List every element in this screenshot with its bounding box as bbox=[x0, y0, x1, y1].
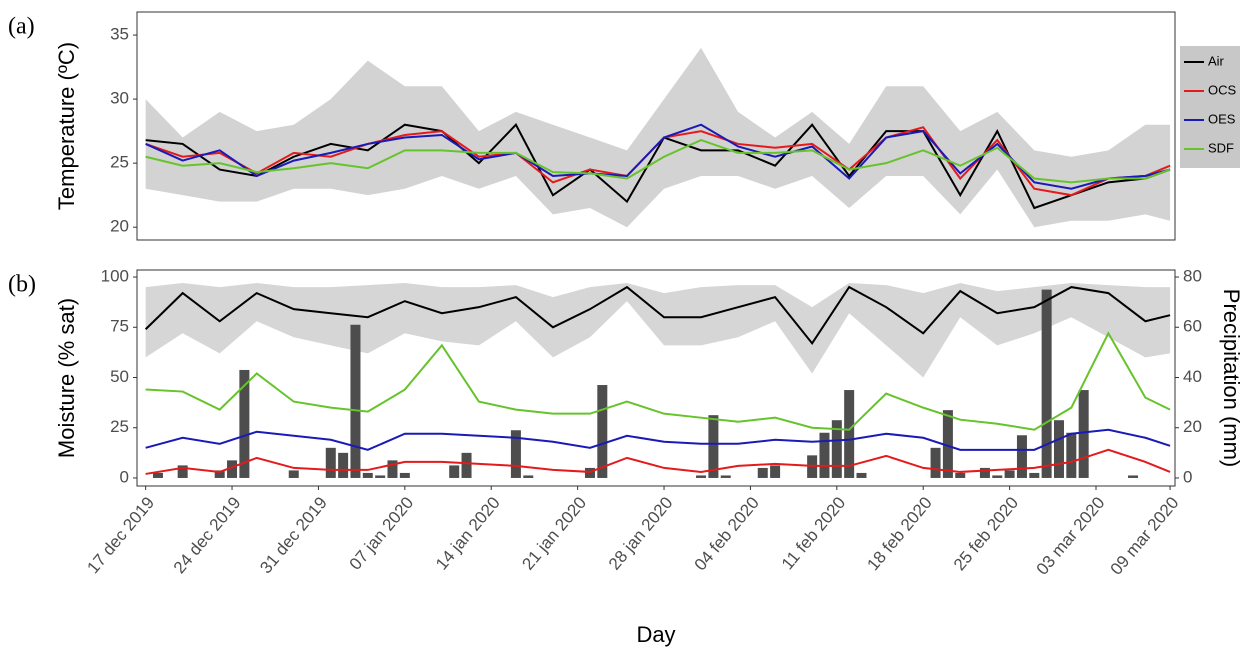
x-tick-label: 28 jan 2020 bbox=[605, 493, 677, 573]
precipitation-bar bbox=[523, 475, 534, 478]
x-tick-label: 07 jan 2020 bbox=[346, 493, 418, 573]
precipitation-bar bbox=[930, 447, 941, 478]
precipitation-bar bbox=[152, 472, 163, 478]
plot-frame bbox=[136, 11, 1176, 241]
x-tick-label: 25 feb 2020 bbox=[950, 493, 1022, 574]
precipitation-bar bbox=[597, 385, 608, 478]
x-tick-label: 17 dec 2019 bbox=[83, 493, 158, 577]
range-band bbox=[145, 47, 1171, 228]
x-tick-label: 11 feb 2020 bbox=[778, 493, 849, 573]
precipitation-bar bbox=[757, 467, 768, 478]
precipitation-bar bbox=[177, 465, 188, 478]
y-tick-label: 35 bbox=[110, 25, 129, 44]
x-tick-label: 09 mar 2020 bbox=[1107, 493, 1183, 578]
legend-label: SDF bbox=[1208, 140, 1234, 155]
precipitation-bar bbox=[1128, 475, 1139, 478]
series-line bbox=[145, 331, 1171, 431]
precipitation-bar bbox=[510, 430, 521, 478]
precipitation-bar bbox=[720, 475, 731, 478]
precipitation-bar bbox=[399, 472, 410, 478]
y-axis-label: Temperature (ºC) bbox=[54, 42, 79, 210]
x-tick-label: 24 dec 2019 bbox=[170, 493, 245, 577]
precipitation-bar bbox=[288, 470, 299, 478]
precipitation-bar bbox=[856, 472, 867, 478]
panel-label: (b) bbox=[8, 272, 36, 298]
precipitation-bar bbox=[1078, 390, 1089, 478]
precipitation-bar bbox=[239, 369, 250, 478]
precipitation-bar bbox=[1041, 289, 1052, 478]
y2-tick-label: 80 bbox=[1183, 267, 1202, 286]
plot-frame bbox=[136, 269, 1176, 487]
precipitation-bar bbox=[584, 467, 595, 478]
legend-label: OCS bbox=[1208, 82, 1237, 97]
precipitation-bar bbox=[708, 415, 719, 478]
y-tick-label: 20 bbox=[110, 217, 129, 236]
precipitation-bar bbox=[1066, 432, 1077, 478]
y2-tick-label: 0 bbox=[1183, 467, 1192, 486]
y-tick-label: 50 bbox=[110, 367, 129, 386]
precipitation-bar bbox=[362, 472, 373, 478]
x-tick-label: 18 feb 2020 bbox=[863, 493, 935, 574]
legend-label: Air bbox=[1208, 53, 1225, 68]
precipitation-bar bbox=[1004, 470, 1015, 478]
legend-label: OES bbox=[1208, 111, 1236, 126]
y-tick-label: 100 bbox=[101, 267, 129, 286]
precipitation-bar bbox=[992, 475, 1003, 478]
precipitation-bar bbox=[350, 324, 361, 478]
precipitation-bar bbox=[449, 465, 460, 478]
y-tick-label: 30 bbox=[110, 89, 129, 108]
series-line bbox=[144, 285, 1171, 346]
precipitation-bar bbox=[461, 452, 472, 478]
x-tick-label: 03 mar 2020 bbox=[1033, 493, 1109, 578]
precipitation-bar bbox=[696, 475, 707, 478]
y-tick-label: 25 bbox=[110, 417, 129, 436]
precipitation-bar bbox=[214, 470, 225, 478]
precipitation-bar bbox=[1016, 435, 1027, 478]
y2-axis-label: Precipitation (mm) bbox=[1219, 289, 1244, 467]
x-tick-label: 31 dec 2019 bbox=[256, 493, 331, 577]
range-band bbox=[145, 283, 1171, 378]
y-axis-label: Moisture (% sat) bbox=[54, 298, 79, 458]
precipitation-bar bbox=[955, 472, 966, 478]
y2-tick-label: 60 bbox=[1183, 317, 1202, 336]
y-tick-label: 25 bbox=[110, 153, 129, 172]
precipitation-bar bbox=[770, 465, 781, 478]
series-line bbox=[145, 428, 1171, 451]
precipitation-bar bbox=[942, 410, 953, 478]
series-line bbox=[145, 139, 1171, 184]
panel-label: (a) bbox=[8, 14, 35, 40]
precipitation-bar bbox=[1029, 472, 1040, 478]
series-line bbox=[145, 448, 1171, 475]
x-tick-label: 21 jan 2020 bbox=[518, 493, 590, 573]
legend-background bbox=[1180, 46, 1240, 168]
y-tick-label: 0 bbox=[120, 467, 129, 486]
x-axis-label: Day bbox=[636, 622, 675, 647]
x-tick-label: 14 jan 2020 bbox=[432, 493, 504, 573]
precipitation-bar bbox=[227, 460, 238, 478]
y2-tick-label: 20 bbox=[1183, 417, 1202, 436]
precipitation-bar bbox=[979, 467, 990, 478]
x-tick-label: 04 feb 2020 bbox=[691, 493, 763, 574]
precipitation-bar bbox=[338, 452, 349, 478]
y2-tick-label: 40 bbox=[1183, 367, 1202, 386]
y-tick-label: 75 bbox=[110, 317, 129, 336]
precipitation-bar bbox=[844, 390, 855, 478]
precipitation-bar bbox=[819, 432, 830, 478]
precipitation-bar bbox=[831, 420, 842, 478]
precipitation-bar bbox=[1053, 420, 1064, 478]
precipitation-bar bbox=[375, 475, 386, 478]
precipitation-bar bbox=[325, 447, 336, 478]
precipitation-bar bbox=[387, 460, 398, 478]
